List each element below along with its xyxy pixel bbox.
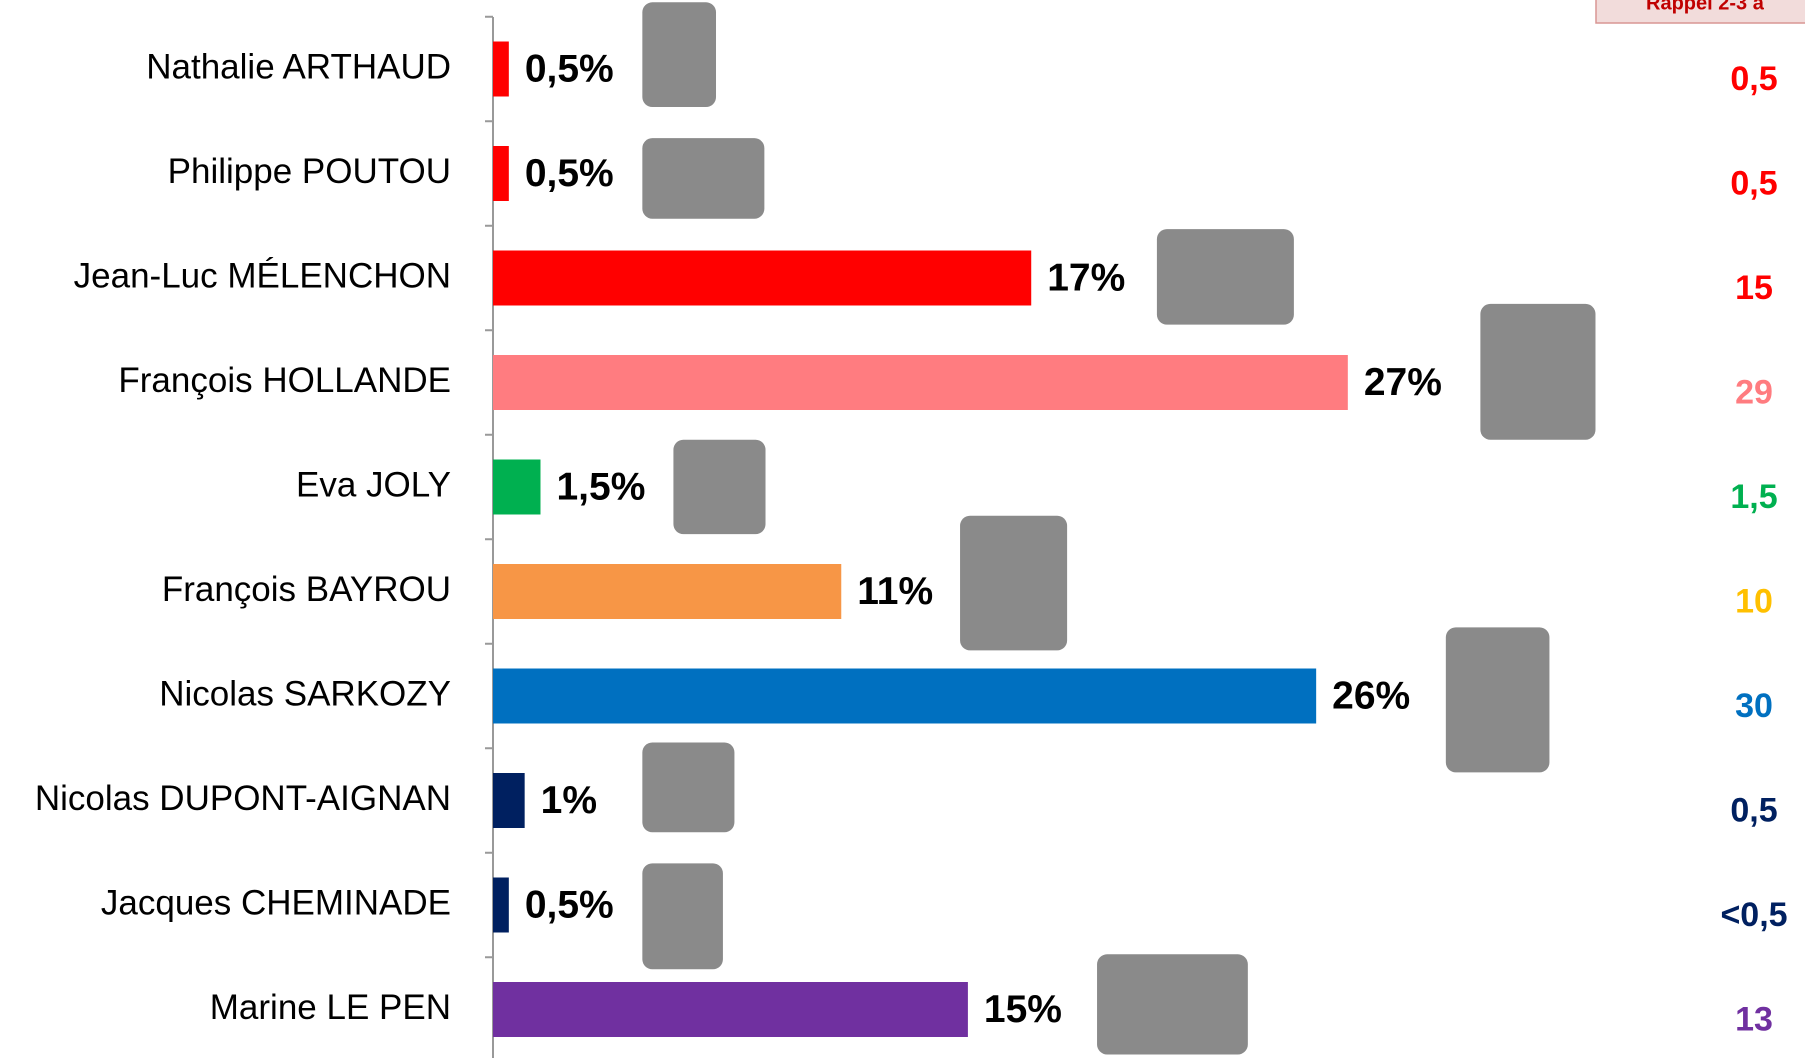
photo [1156,229,1294,325]
comparison-value: 13 [1735,1000,1773,1038]
category-label: Marine LE PEN [210,988,451,1027]
photo [642,138,765,219]
category-label: Eva JOLY [296,465,451,504]
bar [493,459,541,515]
comparison-value: 0,5 [1730,791,1777,829]
bar [493,773,525,828]
value-label: 1% [541,779,597,822]
value-label: 26% [1332,674,1410,717]
bar [493,982,968,1037]
category-label: François HOLLANDE [118,361,451,400]
photo [1097,954,1248,1055]
bar [493,146,509,201]
photo [1480,303,1596,440]
value-label: 11% [857,570,933,613]
comparison-value: 10 [1735,582,1773,620]
category-label: François BAYROU [162,570,451,609]
comparison-header: Rappel 2-3 a [1646,0,1765,14]
category-label: Nathalie ARTHAUD [146,47,451,86]
bar [493,564,842,619]
value-label: 27% [1364,361,1442,404]
comparison-value: 1,5 [1730,478,1777,516]
comparison-value: 15 [1735,269,1773,307]
bar [493,877,509,933]
category-label: Nicolas SARKOZY [159,674,451,713]
category-label: Philippe POUTOU [168,152,451,191]
bar [493,41,509,97]
bar [493,355,1348,410]
comparison-value: 0,5 [1730,60,1777,98]
value-label: 0,5% [525,883,614,926]
photo [960,515,1068,651]
category-label: Jean-Luc MÉLENCHON [74,256,451,295]
category-label: Nicolas DUPONT-AIGNAN [35,779,451,818]
value-label: 17% [1047,256,1125,299]
photo [1445,627,1550,773]
category-label: Jacques CHEMINADE [101,883,451,922]
bar [493,250,1032,306]
value-label: 0,5% [525,152,614,195]
photo [673,439,766,535]
value-label: 0,5% [525,47,614,90]
photo [642,863,723,970]
comparison-value: <0,5 [1720,896,1787,934]
photo [642,742,735,833]
value-label: 15% [984,988,1062,1031]
comparison-value: 30 [1735,687,1773,725]
photo [642,2,717,108]
bar [493,668,1317,724]
comparison-value: 0,5 [1730,164,1777,202]
header-box [1595,0,1805,24]
value-label: 1,5% [556,465,645,508]
comparison-value: 29 [1735,373,1773,411]
